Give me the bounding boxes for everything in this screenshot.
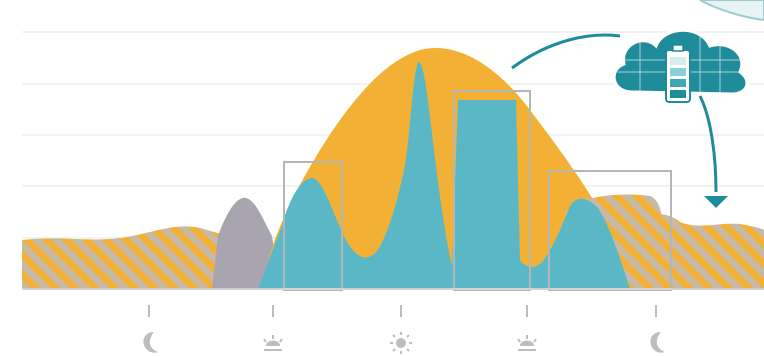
solar-production-area [262, 48, 640, 289]
battery-cap [672, 44, 684, 52]
corner-decoration [699, 0, 764, 22]
consumption-area [258, 61, 630, 290]
storage-arrow [511, 33, 621, 70]
sunset-icon [517, 335, 537, 351]
battery-cell [670, 90, 686, 98]
retrieval-arrow [698, 95, 718, 193]
moon-icon [650, 332, 665, 353]
battery-cell [670, 57, 686, 65]
arrow-head-icon [704, 196, 728, 208]
axis-ticks [148, 305, 657, 317]
grid-draw-area [212, 197, 280, 289]
battery-cell [670, 68, 686, 76]
grid-consumption-left [22, 226, 240, 289]
moon-icon [143, 332, 158, 353]
cloud-battery-icon [612, 28, 749, 103]
battery-cell [670, 79, 686, 87]
sun-icon [390, 332, 412, 354]
sunrise-icon [263, 335, 283, 351]
